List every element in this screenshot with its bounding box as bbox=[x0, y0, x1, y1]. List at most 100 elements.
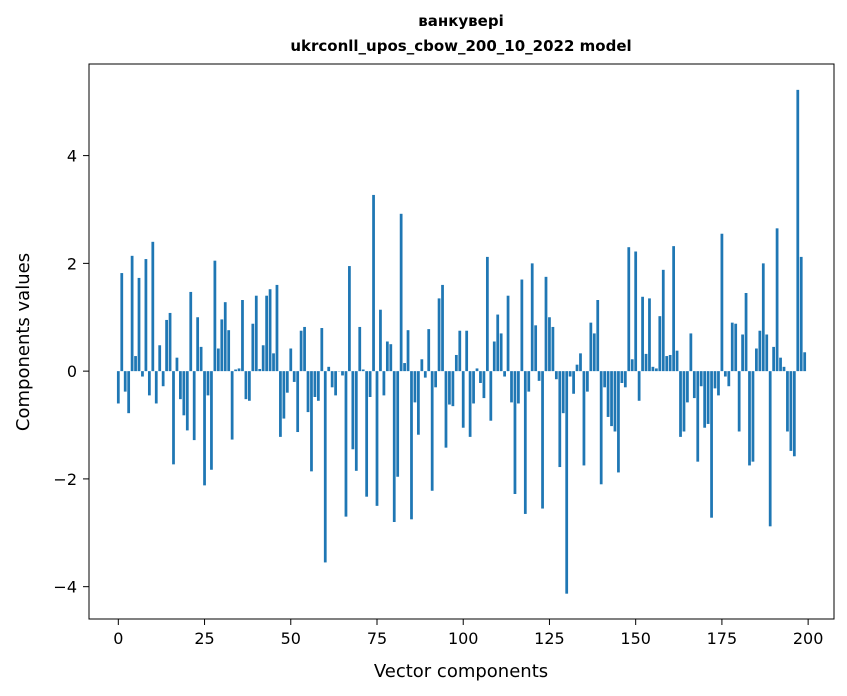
bar-197 bbox=[796, 89, 800, 372]
bar-109 bbox=[492, 341, 496, 372]
chart-title-line-2: ukrconll_upos_cbow_200_10_2022 model bbox=[290, 37, 631, 55]
bar-53 bbox=[299, 330, 303, 372]
bars-group bbox=[116, 89, 807, 594]
bar-0 bbox=[116, 371, 120, 404]
bar-65 bbox=[341, 371, 344, 376]
bar-28 bbox=[213, 260, 217, 372]
bar-43 bbox=[265, 295, 269, 372]
bar-42 bbox=[261, 345, 265, 372]
bar-165 bbox=[686, 371, 689, 403]
bar-172 bbox=[710, 371, 713, 518]
y-tick-label: 0 bbox=[67, 362, 77, 381]
bar-166 bbox=[689, 333, 693, 372]
bar-68 bbox=[351, 371, 355, 450]
bar-9 bbox=[147, 371, 151, 396]
bar-173 bbox=[713, 371, 717, 389]
bar-190 bbox=[772, 346, 776, 372]
bar-160 bbox=[668, 354, 672, 372]
bar-102 bbox=[468, 371, 472, 437]
bar-193 bbox=[782, 366, 786, 372]
chart-title-line-1: ванкувері bbox=[418, 12, 503, 30]
bar-70 bbox=[358, 326, 362, 372]
bar-170 bbox=[703, 371, 707, 428]
bar-104 bbox=[475, 368, 479, 372]
bar-35 bbox=[237, 368, 241, 372]
bar-95 bbox=[444, 371, 448, 448]
bar-23 bbox=[196, 317, 200, 372]
bar-13 bbox=[161, 371, 165, 387]
bar-36 bbox=[241, 300, 244, 372]
bar-183 bbox=[748, 371, 751, 466]
bar-52 bbox=[296, 371, 300, 433]
bar-73 bbox=[368, 371, 372, 397]
bar-123 bbox=[541, 371, 544, 509]
bar-54 bbox=[303, 326, 306, 372]
x-tick-label: 150 bbox=[620, 629, 651, 648]
bar-88 bbox=[420, 359, 424, 372]
bar-168 bbox=[696, 371, 700, 462]
bar-194 bbox=[786, 371, 789, 432]
bar-83 bbox=[403, 363, 406, 372]
bar-50 bbox=[289, 348, 293, 372]
bar-169 bbox=[699, 371, 703, 387]
bar-4 bbox=[130, 255, 134, 372]
bar-153 bbox=[644, 353, 648, 372]
bar-114 bbox=[510, 371, 513, 403]
bar-176 bbox=[723, 371, 727, 377]
bar-72 bbox=[365, 371, 369, 497]
bar-78 bbox=[385, 341, 389, 372]
bar-175 bbox=[720, 233, 724, 372]
bar-158 bbox=[661, 269, 665, 372]
bar-44 bbox=[268, 289, 272, 372]
bar-25 bbox=[203, 371, 206, 486]
bar-126 bbox=[551, 326, 555, 372]
bar-7 bbox=[141, 371, 144, 377]
x-tick-label: 0 bbox=[113, 629, 123, 648]
bar-163 bbox=[679, 371, 682, 437]
bar-199 bbox=[803, 352, 807, 372]
bar-74 bbox=[372, 194, 375, 372]
bar-56 bbox=[310, 371, 313, 472]
bar-38 bbox=[248, 371, 251, 401]
bar-128 bbox=[558, 371, 562, 468]
bar-152 bbox=[641, 296, 644, 372]
bar-178 bbox=[730, 322, 734, 372]
bar-19 bbox=[182, 371, 186, 416]
bar-150 bbox=[634, 251, 638, 372]
bar-10 bbox=[151, 241, 155, 372]
bar-61 bbox=[327, 366, 331, 372]
bar-157 bbox=[658, 316, 662, 372]
bar-11 bbox=[154, 371, 158, 404]
bar-139 bbox=[596, 300, 600, 372]
bar-32 bbox=[227, 330, 231, 372]
bar-149 bbox=[630, 359, 634, 372]
bar-1 bbox=[120, 273, 124, 372]
bar-58 bbox=[316, 371, 320, 401]
bar-141 bbox=[603, 371, 607, 388]
bar-103 bbox=[472, 371, 475, 404]
bar-195 bbox=[789, 371, 793, 451]
bar-98 bbox=[454, 354, 458, 372]
bar-180 bbox=[737, 371, 741, 432]
bar-161 bbox=[672, 246, 675, 372]
bar-148 bbox=[627, 247, 631, 372]
bar-94 bbox=[441, 284, 444, 372]
bar-91 bbox=[430, 371, 434, 491]
bar-112 bbox=[503, 371, 506, 377]
bar-142 bbox=[606, 371, 610, 417]
bar-55 bbox=[306, 371, 310, 413]
bar-81 bbox=[396, 371, 400, 477]
bar-129 bbox=[561, 371, 565, 414]
bar-107 bbox=[485, 256, 489, 372]
bar-21 bbox=[189, 291, 193, 372]
bar-119 bbox=[527, 371, 531, 392]
bar-39 bbox=[251, 323, 255, 372]
y-tick-label: −2 bbox=[53, 470, 77, 489]
bar-76 bbox=[379, 309, 382, 372]
bar-51 bbox=[292, 371, 296, 382]
bar-45 bbox=[272, 353, 275, 372]
bar-49 bbox=[285, 371, 289, 393]
bar-124 bbox=[544, 276, 548, 372]
